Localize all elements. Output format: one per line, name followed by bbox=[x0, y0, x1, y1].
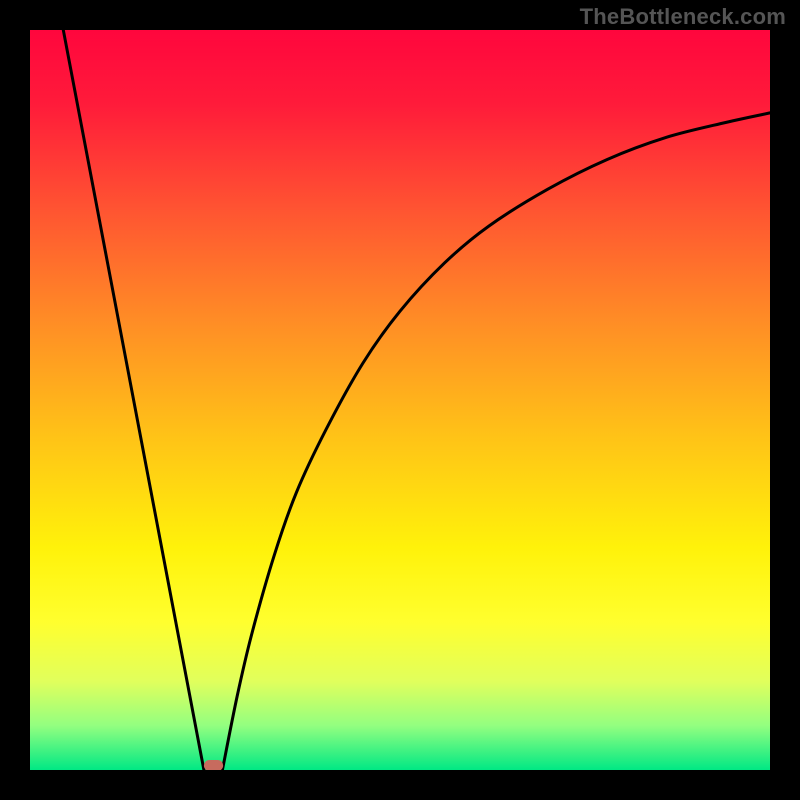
valley-marker bbox=[204, 760, 223, 771]
chart-root: TheBottleneck.com bbox=[0, 0, 800, 800]
chart-svg bbox=[0, 0, 800, 800]
watermark-text: TheBottleneck.com bbox=[580, 4, 786, 30]
